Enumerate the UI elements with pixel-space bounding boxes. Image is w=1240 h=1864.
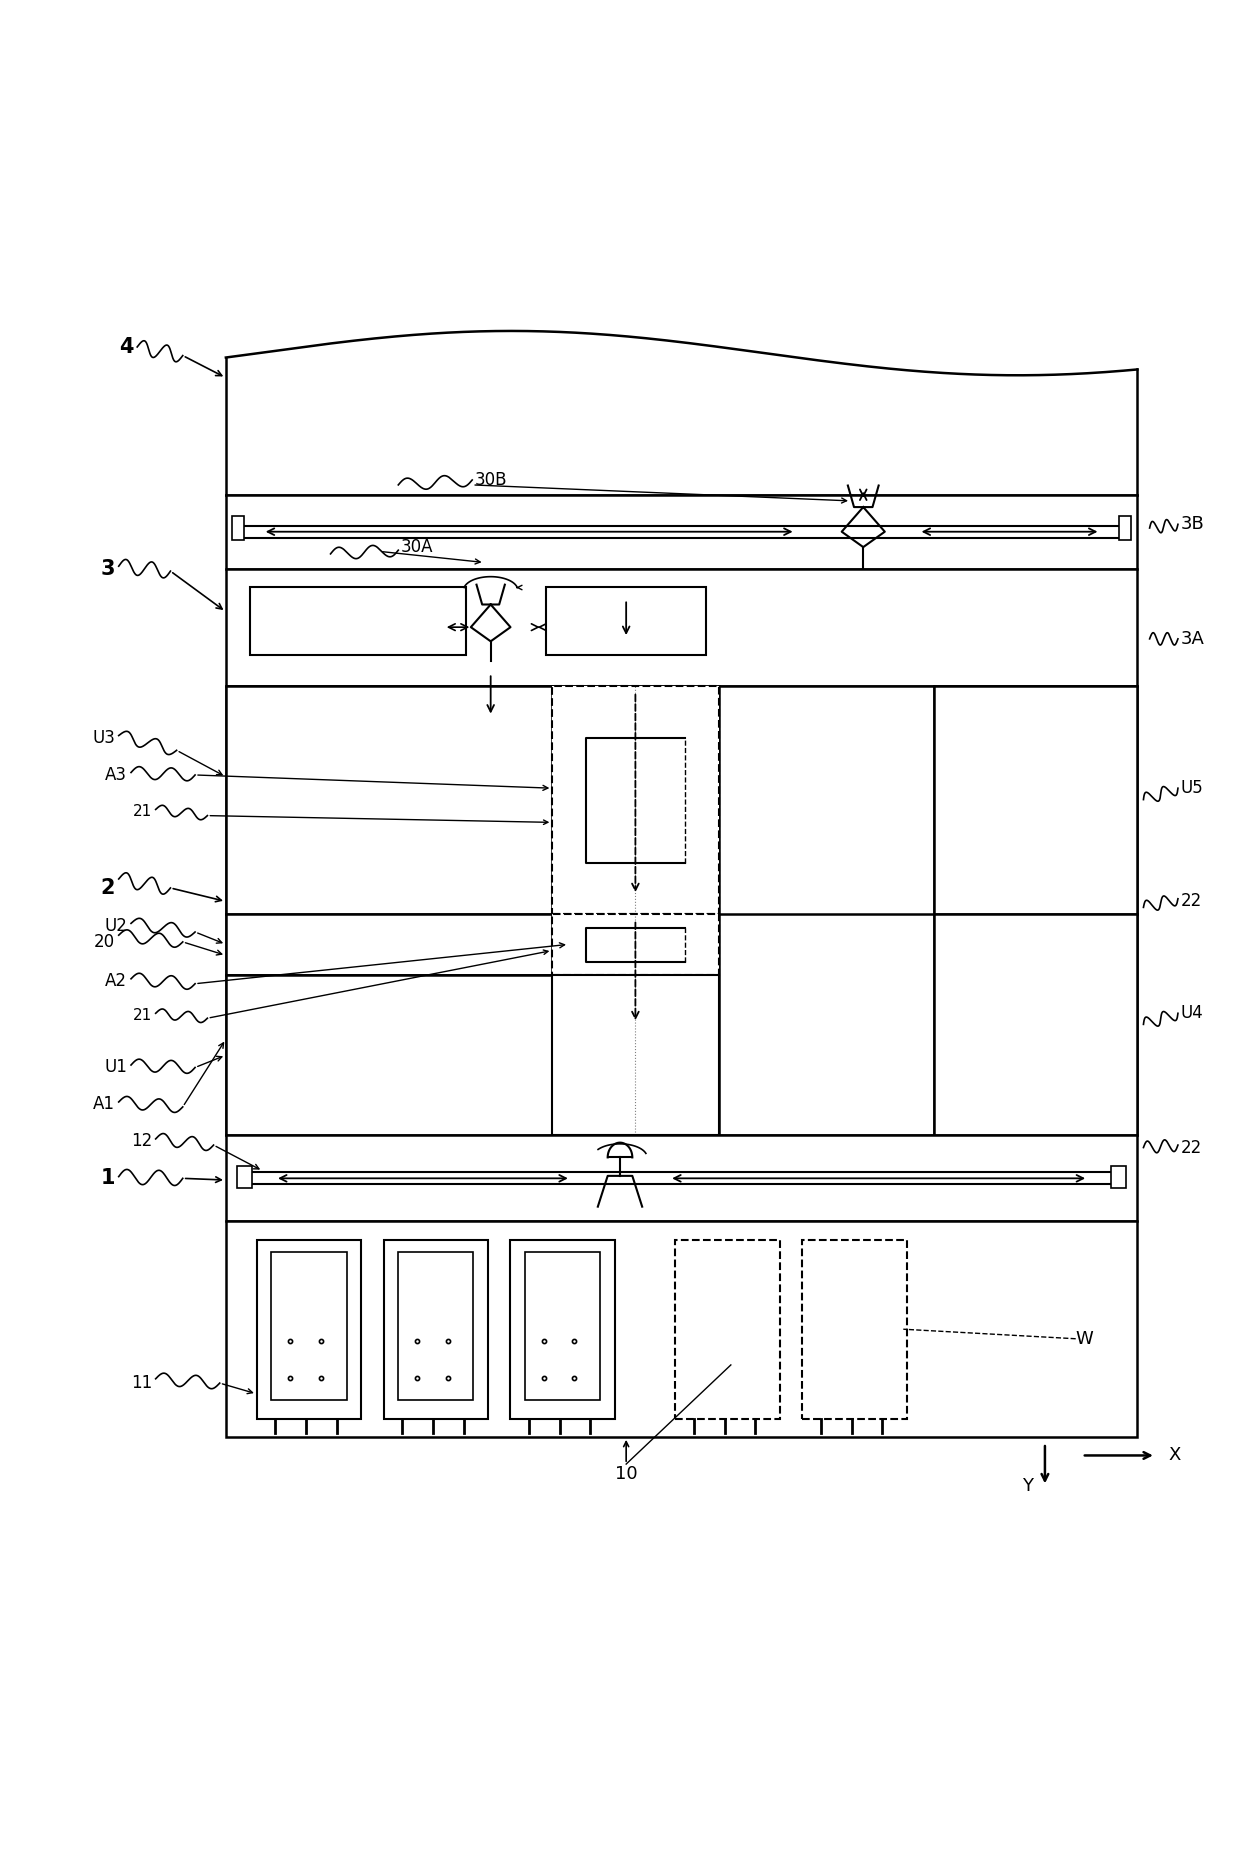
Text: 22: 22: [1180, 1139, 1202, 1156]
Text: 2: 2: [100, 878, 115, 898]
Ellipse shape: [265, 921, 513, 967]
Bar: [552, 686, 718, 913]
Bar: [802, 1240, 906, 1419]
Bar: [257, 1240, 361, 1419]
Text: 30B: 30B: [475, 470, 507, 488]
Text: 4: 4: [119, 337, 134, 358]
Bar: [552, 975, 718, 1135]
Text: 22: 22: [1180, 893, 1202, 910]
Bar: [226, 1221, 1137, 1437]
Ellipse shape: [600, 932, 671, 958]
Bar: [1111, 1167, 1126, 1187]
Text: U4: U4: [1180, 1005, 1203, 1021]
Ellipse shape: [265, 994, 513, 1117]
Text: 11: 11: [130, 1374, 153, 1392]
Text: A3: A3: [105, 766, 128, 785]
Text: 30A: 30A: [401, 539, 433, 555]
Text: U5: U5: [1180, 779, 1203, 798]
Bar: [226, 494, 1137, 569]
Text: 3: 3: [100, 559, 115, 578]
Text: A1: A1: [93, 1096, 115, 1113]
Text: 1: 1: [100, 1169, 115, 1189]
Bar: [226, 569, 1137, 686]
Bar: [383, 1240, 489, 1419]
Bar: [398, 1253, 474, 1400]
Text: 12: 12: [130, 1133, 153, 1150]
Bar: [272, 1253, 346, 1400]
Text: 3B: 3B: [1180, 514, 1204, 533]
Bar: [552, 913, 718, 975]
Text: U3: U3: [92, 729, 115, 747]
Bar: [511, 1240, 615, 1419]
Text: 21: 21: [133, 805, 153, 820]
Bar: [226, 686, 1137, 1135]
Bar: [934, 913, 1137, 1135]
Bar: [250, 587, 466, 654]
Ellipse shape: [265, 714, 513, 885]
Bar: [237, 1167, 252, 1187]
Bar: [934, 686, 1137, 913]
Bar: [226, 1135, 1137, 1221]
Bar: [546, 587, 707, 654]
Text: 21: 21: [133, 1008, 153, 1023]
Text: U1: U1: [104, 1059, 128, 1077]
Ellipse shape: [600, 753, 671, 848]
Text: 3A: 3A: [1180, 630, 1204, 649]
Bar: [232, 516, 244, 541]
Ellipse shape: [961, 936, 1111, 1113]
Ellipse shape: [691, 1253, 765, 1381]
Text: A2: A2: [105, 973, 128, 990]
Text: W: W: [1076, 1329, 1094, 1348]
Bar: [526, 1253, 600, 1400]
Text: 20: 20: [94, 932, 115, 951]
Text: 10: 10: [615, 1465, 637, 1484]
Bar: [1118, 516, 1131, 541]
Bar: [226, 913, 552, 975]
Ellipse shape: [817, 1253, 893, 1381]
Ellipse shape: [961, 708, 1111, 891]
Bar: [226, 975, 552, 1135]
Bar: [676, 1240, 780, 1419]
Text: U2: U2: [104, 917, 128, 936]
Text: Y: Y: [1022, 1478, 1033, 1495]
Bar: [226, 686, 552, 913]
Text: X: X: [1168, 1446, 1180, 1465]
